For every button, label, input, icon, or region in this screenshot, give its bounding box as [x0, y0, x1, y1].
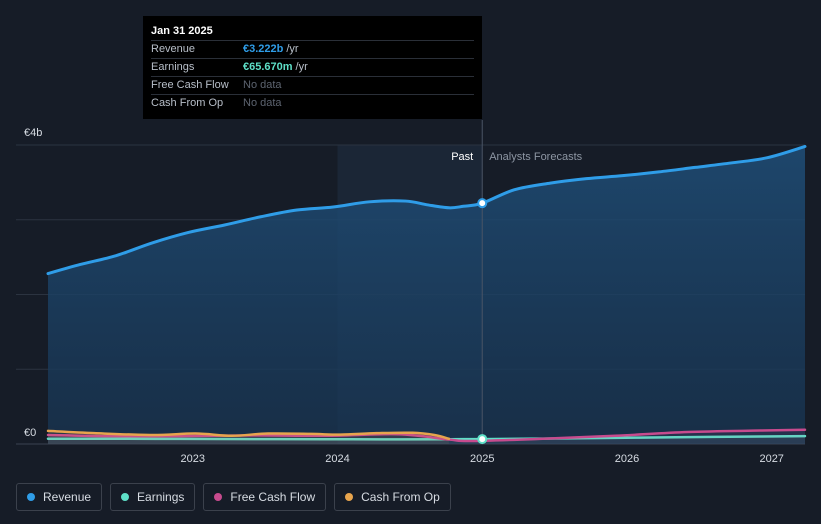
- tooltip-row: Cash From Op No data: [151, 94, 474, 112]
- tooltip-row-value: €65.670m: [243, 61, 293, 73]
- legend-label: Cash From Op: [361, 490, 440, 504]
- x-tick-label: 2023: [180, 453, 204, 465]
- chart-legend: Revenue Earnings Free Cash Flow Cash From O…: [16, 483, 451, 511]
- tooltip-row-label: Free Cash Flow: [151, 79, 229, 91]
- legend-label: Revenue: [43, 490, 92, 504]
- tooltip-row-label: Revenue: [151, 43, 196, 55]
- x-tick-label: 2025: [470, 453, 494, 465]
- legend-label: Free Cash Flow: [230, 490, 316, 504]
- tooltip-row-value: No data: [243, 79, 282, 91]
- revenue-marker: [477, 198, 488, 209]
- x-tick-label: 2026: [615, 453, 639, 465]
- x-tick-label: 2027: [759, 453, 783, 465]
- tooltip-row: Earnings €65.670m/yr: [151, 58, 474, 76]
- revenue-line: [46, 144, 807, 276]
- tooltip-row: Free Cash Flow No data: [151, 76, 474, 94]
- tooltip-row-unit: /yr: [286, 43, 299, 55]
- tooltip-row-unit: /yr: [295, 61, 308, 73]
- revenue-area: [48, 146, 805, 444]
- past-label: Past: [451, 151, 473, 163]
- legend-dot-icon: [214, 493, 223, 501]
- forecast-label: Analysts Forecasts: [489, 151, 582, 163]
- legend-item-revenue[interactable]: Revenue: [16, 483, 103, 511]
- tooltip-row-value: No data: [243, 97, 282, 109]
- cash-from-op-area: [48, 430, 449, 444]
- tooltip-row-label: Cash From Op: [151, 97, 224, 109]
- legend-dot-icon: [121, 493, 130, 501]
- x-tick-label: 2024: [325, 453, 349, 465]
- tooltip-row-label: Earnings: [151, 61, 195, 73]
- tooltip-row: Revenue €3.222b/yr: [151, 40, 474, 58]
- legend-dot-icon: [345, 493, 354, 501]
- y-axis-label-max: €4b: [24, 127, 42, 139]
- chart-tooltip: Jan 31 2025 Revenue €3.222b/yr Earnings €65…: [143, 16, 482, 119]
- tooltip-date: Jan 31 2025: [151, 25, 213, 37]
- tooltip-row-value: €3.222b: [243, 43, 284, 55]
- legend-item-free-cash-flow[interactable]: Free Cash Flow: [203, 483, 327, 511]
- earnings-marker: [477, 434, 488, 445]
- cash-from-op-line: [46, 429, 451, 441]
- legend-item-cash-from-op[interactable]: Cash From Op: [334, 483, 451, 511]
- legend-label: Earnings: [137, 490, 185, 504]
- y-axis-label-zero: €0: [24, 427, 36, 439]
- legend-dot-icon: [27, 493, 35, 501]
- legend-item-earnings[interactable]: Earnings: [110, 483, 196, 511]
